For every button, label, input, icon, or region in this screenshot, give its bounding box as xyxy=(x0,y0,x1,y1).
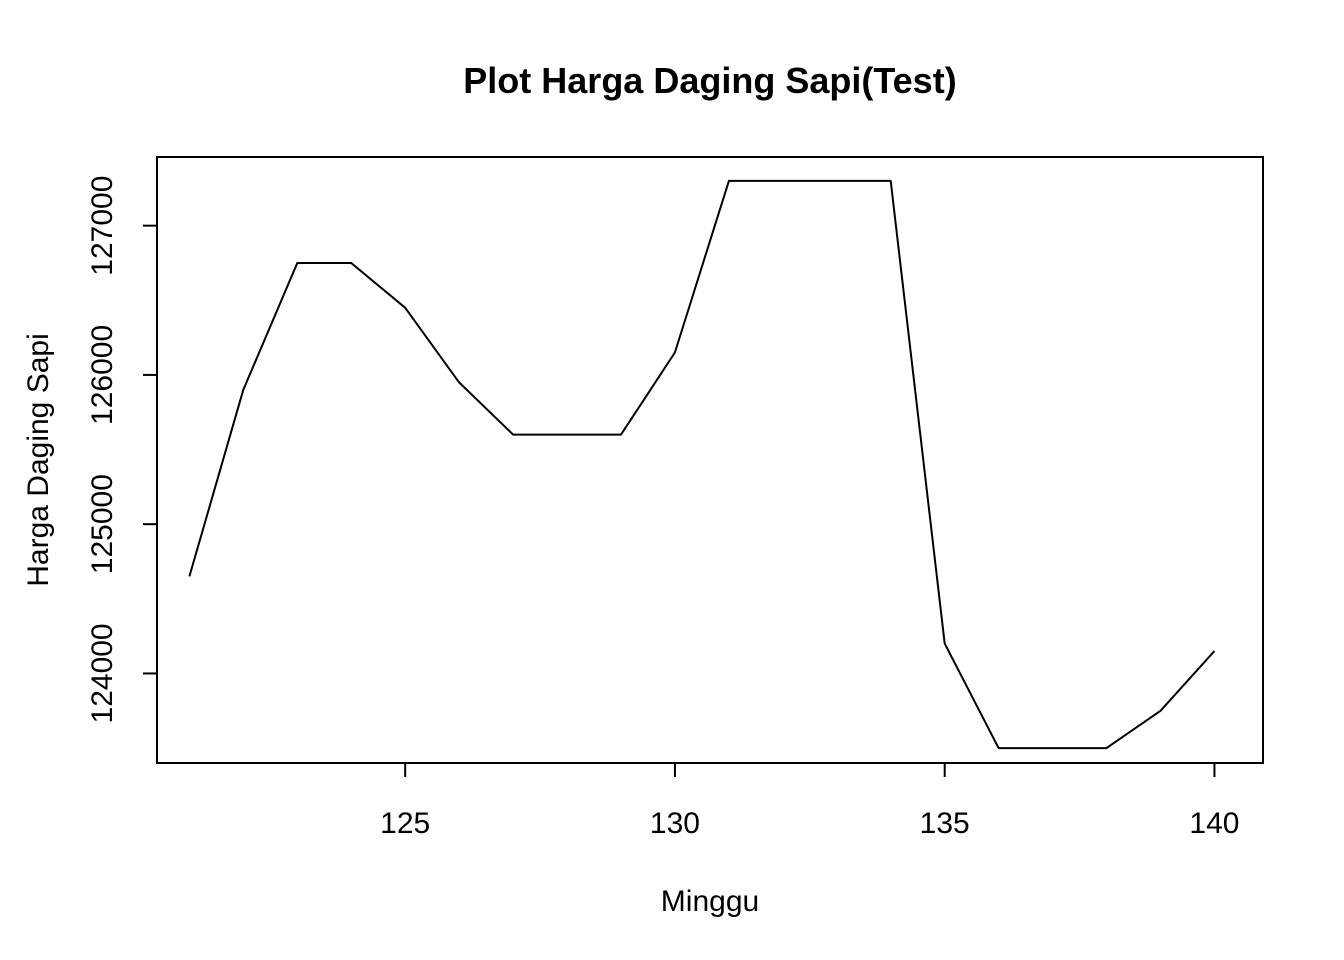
x-tick-label: 135 xyxy=(920,807,970,840)
x-tick-label: 140 xyxy=(1189,807,1239,840)
y-axis-title: Harga Daging Sapi xyxy=(22,333,55,587)
series-line-0 xyxy=(188,179,1216,750)
x-tick-label: 125 xyxy=(380,807,430,840)
plot-frame xyxy=(156,156,1264,764)
y-axis: 124000 125000 126000 127000 xyxy=(86,176,158,723)
y-tick-label: 124000 xyxy=(86,623,119,723)
x-axis: 125 130 135 140 xyxy=(380,762,1239,840)
y-tick-label: 127000 xyxy=(86,176,119,276)
x-axis-title: Minggu xyxy=(661,885,759,918)
chart-title: Plot Harga Daging Sapi(Test) xyxy=(463,60,956,101)
x-tick-label: 130 xyxy=(650,807,700,840)
y-tick-label: 125000 xyxy=(86,474,119,574)
series-group xyxy=(188,179,1216,750)
y-tick-label: 126000 xyxy=(86,325,119,425)
